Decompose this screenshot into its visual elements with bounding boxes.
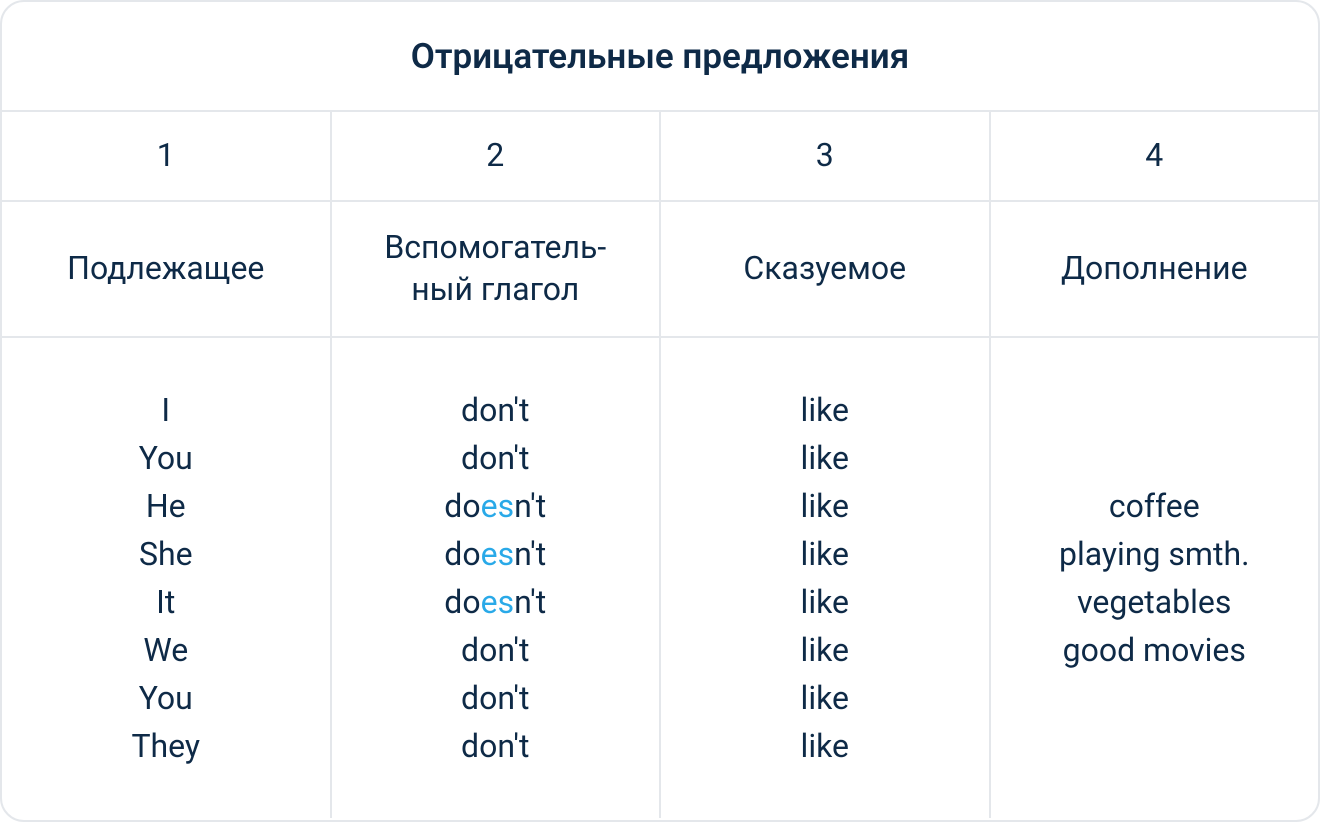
list-item: good movies [1063, 626, 1246, 674]
col-label-object: Дополнение [991, 202, 1319, 336]
list-item: like [801, 386, 849, 434]
auxverb-cell: don'tdon'tdoesn'tdoesn'tdoesn'tdon'tdon'… [332, 338, 662, 818]
list-item: He [146, 482, 186, 530]
label-text: Дополнение [1061, 248, 1248, 290]
label-text: ный глагол [411, 269, 579, 311]
col-number: 3 [661, 112, 991, 200]
grammar-table: Отрицательные предложения 1 2 3 4 Подлеж… [0, 0, 1320, 822]
predicate-list: likelikelikelikelikelikelikelike [801, 386, 849, 770]
list-item: don't [461, 434, 529, 482]
list-item: don't [461, 386, 529, 434]
list-item: doesn't [444, 530, 546, 578]
col-number: 1 [2, 112, 332, 200]
list-item: vegetables [1077, 578, 1231, 626]
number-row: 1 2 3 4 [2, 112, 1318, 202]
list-item: She [139, 530, 193, 578]
auxverb-list: don'tdon'tdoesn'tdoesn'tdoesn'tdon'tdon'… [444, 386, 546, 770]
subject-cell: IYouHeSheItWeYouThey [2, 338, 332, 818]
object-list: coffeeplaying smth.vegetablesgood movies [1059, 482, 1250, 674]
label-row: Подлежащее Вспомогатель- ный глагол Сказ… [2, 202, 1318, 338]
list-item: You [139, 434, 193, 482]
col-label-auxverb: Вспомогатель- ный глагол [332, 202, 662, 336]
col-label-subject: Подлежащее [2, 202, 332, 336]
list-item: They [131, 722, 200, 770]
list-item: coffee [1109, 482, 1200, 530]
table-title: Отрицательные предложения [411, 36, 909, 77]
list-item: like [801, 626, 849, 674]
content-row: IYouHeSheItWeYouThey don'tdon'tdoesn'tdo… [2, 338, 1318, 818]
col-number: 4 [991, 112, 1319, 200]
title-row: Отрицательные предложения [2, 2, 1318, 112]
list-item: doesn't [444, 482, 546, 530]
label-text: Сказуемое [743, 248, 906, 290]
list-item: It [156, 578, 175, 626]
list-item: don't [461, 674, 529, 722]
list-item: I [161, 386, 170, 434]
list-item: playing smth. [1059, 530, 1250, 578]
list-item: like [801, 434, 849, 482]
list-item: like [801, 578, 849, 626]
label-text: Вспомогатель- [384, 227, 606, 269]
list-item: like [801, 722, 849, 770]
col-label-predicate: Сказуемое [661, 202, 991, 336]
list-item: like [801, 530, 849, 578]
list-item: like [801, 482, 849, 530]
list-item: don't [461, 722, 529, 770]
list-item: We [143, 626, 188, 674]
subject-list: IYouHeSheItWeYouThey [131, 386, 200, 770]
list-item: like [801, 674, 849, 722]
list-item: doesn't [444, 578, 546, 626]
predicate-cell: likelikelikelikelikelikelikelike [661, 338, 991, 818]
list-item: You [139, 674, 193, 722]
label-text: Подлежащее [67, 248, 264, 290]
col-number: 2 [332, 112, 662, 200]
object-cell: coffeeplaying smth.vegetablesgood movies [991, 338, 1319, 818]
list-item: don't [461, 626, 529, 674]
